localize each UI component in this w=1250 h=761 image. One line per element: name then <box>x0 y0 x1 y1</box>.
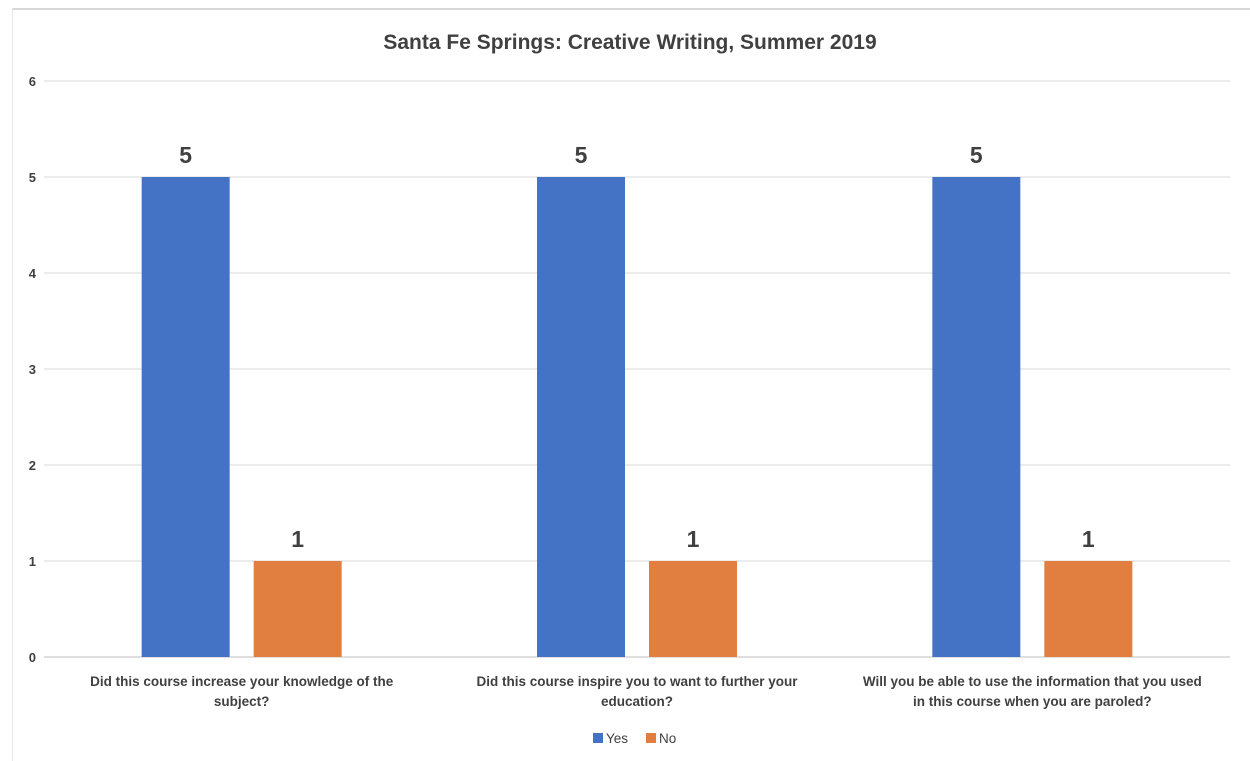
data-label-yes-1: 5 <box>179 142 192 168</box>
bar-no-1 <box>253 561 342 657</box>
data-label-yes-2: 5 <box>575 142 588 168</box>
bar-no-3 <box>1044 561 1133 657</box>
frame-top-edge <box>12 8 1250 10</box>
legend-label-no: No <box>659 731 676 746</box>
x-tick-label-2-line-1: Did this course inspire you to want to f… <box>476 674 798 689</box>
frame-left-edge <box>12 8 13 761</box>
y-tick-label-1: 1 <box>29 554 36 569</box>
data-label-no-2: 1 <box>687 526 700 552</box>
legend-swatch-no <box>646 733 656 743</box>
x-tick-label-2-line-2: education? <box>601 694 673 709</box>
data-label-no-1: 1 <box>291 526 304 552</box>
x-tick-label-1-line-1: Did this course increase your knowledge … <box>90 674 394 689</box>
bar-yes-1 <box>141 177 230 657</box>
y-tick-label-2: 2 <box>29 458 36 473</box>
x-tick-label-3-line-2: in this course when you are paroled? <box>913 694 1152 709</box>
y-tick-label-3: 3 <box>29 362 36 377</box>
bar-yes-2 <box>537 177 625 657</box>
y-tick-label-0: 0 <box>29 650 36 665</box>
chart-title: Santa Fe Springs: Creative Writing, Summ… <box>383 31 876 54</box>
legend-label-yes: Yes <box>606 731 628 746</box>
y-tick-label-4: 4 <box>29 266 37 281</box>
legend-swatch-yes <box>593 733 603 743</box>
y-tick-label-5: 5 <box>29 170 36 185</box>
bar-yes-3 <box>932 177 1021 657</box>
y-tick-label-6: 6 <box>29 74 36 89</box>
x-tick-label-1-line-2: subject? <box>214 694 270 709</box>
bar-no-2 <box>649 561 737 657</box>
data-label-yes-3: 5 <box>970 142 983 168</box>
data-label-no-3: 1 <box>1082 526 1095 552</box>
x-tick-label-3-line-1: Will you be able to use the information … <box>863 674 1202 689</box>
